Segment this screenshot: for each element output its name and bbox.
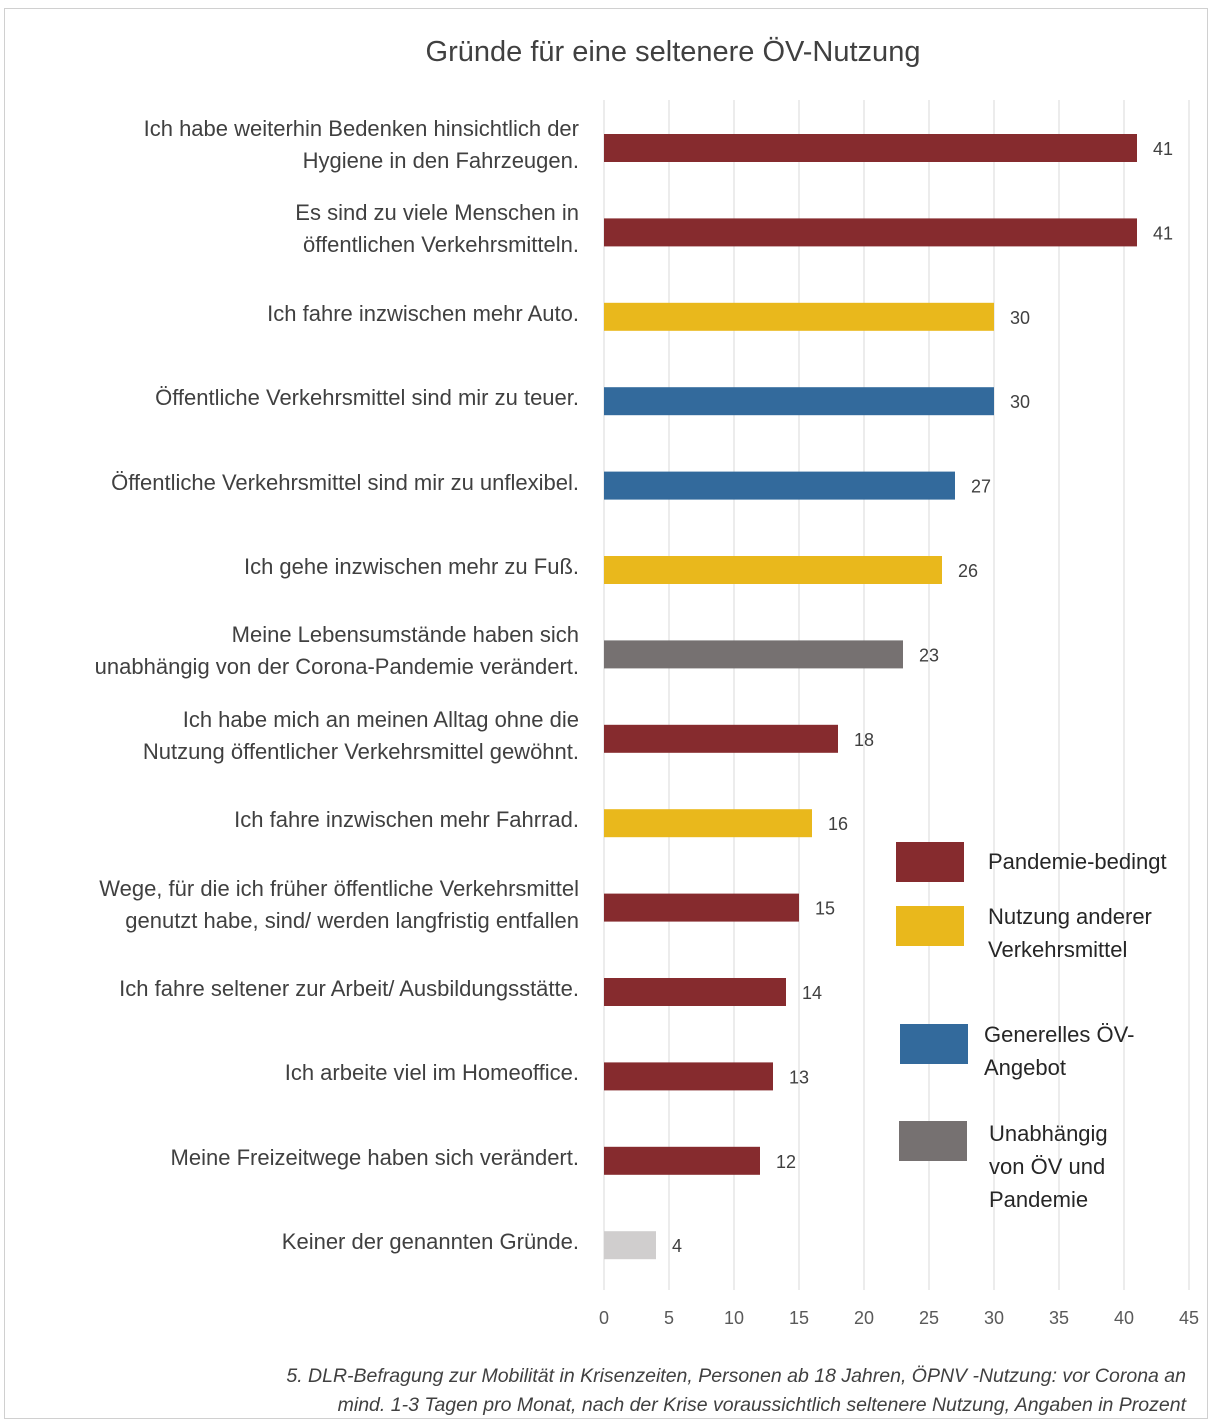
- bar-value-label: 27: [971, 477, 991, 497]
- category-label-line: Ich arbeite viel im Homeoffice.: [284, 1060, 579, 1086]
- bar: [604, 1231, 656, 1260]
- x-tick-label: 5: [664, 1308, 674, 1328]
- x-tick-label: 0: [599, 1308, 609, 1328]
- category-label: Ich fahre inzwischen mehr Fahrrad.: [234, 804, 579, 836]
- x-tick-label: 10: [724, 1308, 744, 1328]
- chart-title: Gründe für eine seltenere ÖV-Nutzung: [425, 36, 921, 68]
- category-label: Meine Lebensumstände haben sich unabhängi…: [95, 619, 579, 683]
- category-label-line: Wege, für die ich früher öffentliche Ver…: [99, 875, 579, 901]
- legend-label-other-modes: Nutzung anderer Verkehrsmittel: [988, 904, 1152, 962]
- bar-value-label: 41: [1153, 139, 1173, 159]
- category-label: Öffentliche Verkehrsmittel sind mir zu t…: [155, 382, 579, 414]
- category-label-line: Ich fahre seltener zur Arbeit/ Ausbildun…: [119, 976, 579, 1001]
- bar: [604, 471, 955, 500]
- bar: [604, 134, 1137, 162]
- category-label-line: Ich fahre inzwischen mehr Fahrrad.: [234, 807, 579, 833]
- bar: [604, 893, 799, 922]
- bar-value-label: 16: [828, 814, 848, 834]
- category-label-line: Ich habe weiterhin Bedenken hinsichtlich…: [143, 116, 579, 141]
- bar-value-label: 30: [1010, 308, 1030, 328]
- bar: [604, 556, 942, 584]
- bar-value-label: 41: [1153, 223, 1173, 243]
- bar-value-label: 13: [789, 1067, 809, 1087]
- bar: [604, 302, 994, 331]
- x-tick-label: 25: [919, 1308, 939, 1328]
- bar: [604, 218, 1137, 247]
- legend-label-general: Generelles ÖV-Angebot: [984, 1022, 1135, 1080]
- category-label: Ich habe mich an meinen Alltag ohne die N…: [143, 704, 579, 768]
- category-label-line: Meine Freizeitwege haben sich verändert.: [170, 1144, 579, 1170]
- legend-swatch-pandemic: [896, 842, 964, 882]
- caption-line-2: mind. 1-3 Tagen pro Monat, nach der Kris…: [337, 1394, 1186, 1416]
- x-tick-label: 20: [854, 1308, 874, 1328]
- category-label-line: Ich habe mich an meinen Alltag ohne die: [182, 706, 579, 732]
- category-label: Ich gehe inzwischen mehr zu Fuß.: [244, 551, 579, 583]
- category-label: Ich fahre seltener zur Arbeit/ Ausbildun…: [119, 973, 579, 1005]
- legend-label-independent: Unabhängig von ÖV und Pandemie: [989, 1121, 1108, 1212]
- bar: [604, 724, 838, 753]
- bar-value-label: 12: [776, 1152, 796, 1172]
- caption-line-1: 5. DLR-Befragung zur Mobilität in Krisen…: [286, 1365, 1186, 1387]
- bar: [604, 387, 994, 416]
- category-label-line: Meine Lebensumstände haben sich: [231, 622, 579, 648]
- category-label-line: Keiner der genannten Gründe.: [281, 1229, 579, 1255]
- bar: [604, 1062, 773, 1091]
- category-label: Öffentliche Verkehrsmittel sind mir zu u…: [111, 467, 579, 499]
- x-tick-label: 40: [1114, 1308, 1134, 1328]
- category-label-line: genutzt habe, sind/ werden langfristig e…: [125, 907, 579, 933]
- category-label: Ich arbeite viel im Homeoffice.: [285, 1057, 579, 1089]
- bar-value-label: 4: [672, 1236, 682, 1256]
- category-label: Wege, für die ich früher öffentliche Ver…: [99, 873, 579, 937]
- bar: [604, 978, 786, 1006]
- legend-swatch-independent: [899, 1121, 967, 1161]
- bar-value-label: 30: [1010, 392, 1030, 412]
- bar-value-label: 14: [802, 983, 822, 1003]
- category-label-line: unabhängig von der Corona-Pandemie verän…: [94, 654, 579, 680]
- bar: [604, 809, 812, 838]
- bar-value-label: 23: [919, 645, 939, 665]
- category-label-line: Nutzung öffentlicher Verkehrsmittel gewö…: [142, 738, 579, 764]
- bar-value-label: 15: [815, 899, 835, 919]
- legend-swatch-other-modes: [896, 906, 964, 946]
- x-tick-label: 35: [1049, 1308, 1069, 1328]
- category-label: Es sind zu viele Menschen in öffentlichen…: [295, 197, 579, 261]
- x-tick-label: 45: [1179, 1308, 1199, 1328]
- category-label-line: Öffentliche Verkehrsmittel sind mir zu t…: [155, 385, 579, 411]
- category-label-line: Öffentliche Verkehrsmittel sind mir zu u…: [111, 469, 579, 495]
- category-label-line: Es sind zu viele Menschen in: [295, 200, 579, 226]
- x-tick-label: 30: [984, 1308, 1004, 1328]
- category-label-line: Hygiene in den Fahrzeugen.: [302, 148, 579, 173]
- chart-caption: 5. DLR-Befragung zur Mobilität in Krisen…: [6, 1362, 1186, 1420]
- category-label-line: Ich gehe inzwischen mehr zu Fuß.: [243, 554, 579, 579]
- category-label-line: Ich fahre inzwischen mehr Auto.: [267, 300, 579, 326]
- bar-value-label: 26: [958, 561, 978, 581]
- category-label-line: öffentlichen Verkehrsmitteln.: [303, 232, 579, 258]
- category-label: Meine Freizeitwege haben sich verändert.: [171, 1142, 579, 1174]
- legend-label-pandemic: Pandemie-bedingt: [988, 849, 1167, 874]
- category-label: Ich habe weiterhin Bedenken hinsichtlich…: [144, 113, 579, 177]
- category-label: Ich fahre inzwischen mehr Auto.: [267, 298, 579, 330]
- chart-frame: [4, 8, 1208, 1419]
- bar: [604, 640, 903, 669]
- legend-swatch-general: [900, 1024, 968, 1064]
- bar: [604, 1146, 760, 1175]
- bar-value-label: 18: [854, 730, 874, 750]
- x-tick-label: 15: [789, 1308, 809, 1328]
- category-label: Keiner der genannten Gründe.: [282, 1226, 579, 1258]
